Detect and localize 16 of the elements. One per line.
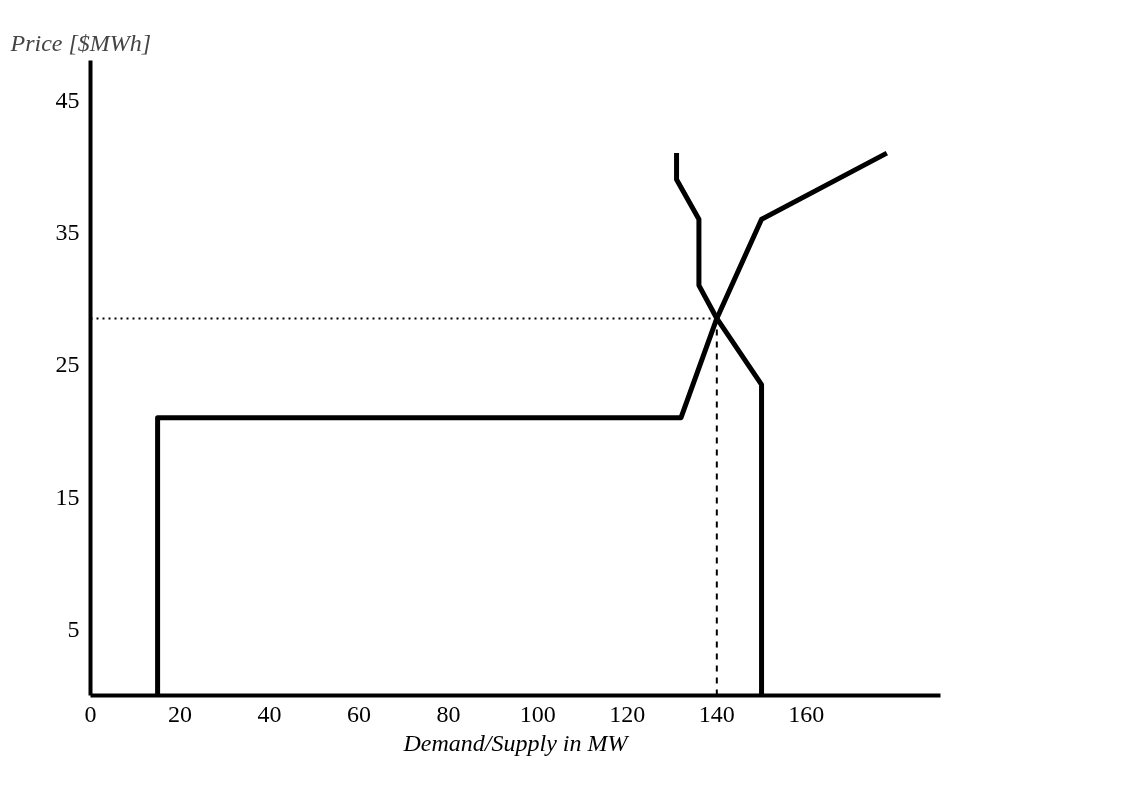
x-tick-label: 40: [257, 700, 282, 727]
y-tick-label: 25: [55, 351, 80, 378]
x-tick-label: 120: [609, 700, 646, 727]
x-tick-label: 140: [698, 700, 735, 727]
x-axis-title: Demand/Supply in MW: [402, 729, 630, 756]
y-axis-title: Price [$MWh]: [9, 29, 152, 56]
y-tick-label: 35: [55, 218, 80, 245]
y-tick-label: 5: [67, 615, 80, 642]
x-tick-label: 80: [436, 700, 461, 727]
x-tick-label: 60: [346, 700, 371, 727]
y-tick-label: 45: [55, 86, 80, 113]
x-tick-label: 20: [167, 700, 192, 727]
y-tick-label: 15: [55, 483, 80, 510]
x-tick-label: 100: [519, 700, 556, 727]
x-tick-label: 160: [788, 700, 825, 727]
x-tick-label: 0: [84, 700, 97, 727]
